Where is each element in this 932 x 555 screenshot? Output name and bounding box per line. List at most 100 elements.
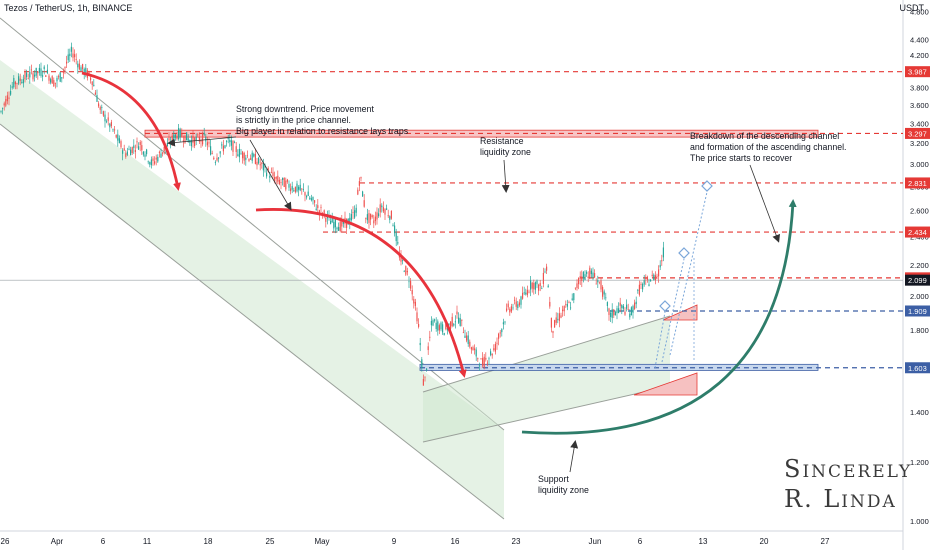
candle-body xyxy=(395,232,397,242)
candle-body xyxy=(486,362,488,364)
y-tick-label: 4.400 xyxy=(910,36,929,45)
candle-body xyxy=(262,162,264,171)
candle-body xyxy=(637,289,639,291)
candle-body xyxy=(538,284,540,291)
candle-body xyxy=(574,287,576,289)
candle-body xyxy=(504,321,506,323)
candle-body xyxy=(232,140,234,152)
candle-body xyxy=(5,99,7,106)
candle-body xyxy=(355,207,357,213)
candle-body xyxy=(453,323,455,326)
candle-body xyxy=(352,212,354,213)
candle-body xyxy=(562,309,564,312)
candle-body xyxy=(658,269,660,277)
candle-body xyxy=(557,318,559,320)
candle-body xyxy=(48,75,50,81)
candle-body xyxy=(558,313,560,321)
candle-body xyxy=(24,72,26,80)
candle-body xyxy=(83,69,85,75)
candle-body xyxy=(600,280,602,290)
candle-body xyxy=(37,71,39,74)
candle-body xyxy=(373,220,375,224)
candle-body xyxy=(634,302,636,309)
y-tick-label: 4.800 xyxy=(910,7,929,16)
candle-body xyxy=(96,95,98,102)
candle-body xyxy=(434,319,436,321)
candle-body xyxy=(102,111,104,116)
candle-body xyxy=(510,306,512,312)
candle-body xyxy=(259,164,261,166)
candle-body xyxy=(299,184,301,191)
candle-body xyxy=(75,59,77,60)
candle-body xyxy=(379,204,381,213)
candle-body xyxy=(475,349,477,357)
candle-body xyxy=(72,53,74,58)
candle-body xyxy=(397,242,399,244)
candle-body xyxy=(334,218,336,228)
resistance-annotation: Resistance liquidity zone xyxy=(480,136,531,157)
candle-body xyxy=(363,200,365,207)
candle-body xyxy=(190,140,192,147)
candle-body xyxy=(302,189,304,190)
candle-body xyxy=(35,67,37,76)
candle-body xyxy=(181,133,183,137)
candle-body xyxy=(597,280,599,283)
candle-body xyxy=(381,205,383,208)
candle-body xyxy=(130,149,132,156)
candle-body xyxy=(294,186,296,193)
candle-body xyxy=(6,95,8,102)
candle-body xyxy=(171,135,173,141)
candle-body xyxy=(402,260,404,262)
pointer-downtrend-left xyxy=(167,136,237,147)
candle-body xyxy=(200,140,202,142)
candle-body xyxy=(134,150,136,152)
candle-body xyxy=(584,274,586,280)
candle-body xyxy=(480,358,482,360)
candle-body xyxy=(536,280,538,285)
target-diamond-1 xyxy=(659,300,671,312)
candle-body xyxy=(99,107,101,110)
candle-body xyxy=(214,161,216,163)
candle-body xyxy=(114,129,116,131)
candle-body xyxy=(586,271,588,274)
y-tick-label: 1.200 xyxy=(910,458,929,467)
candle-body xyxy=(64,67,66,69)
candle-body xyxy=(514,299,516,301)
candle-body xyxy=(339,221,341,232)
level-badge-text: 3.297 xyxy=(908,129,927,138)
candle-body xyxy=(472,347,474,351)
downtrend-annotation: Strong downtrend. Price movement is stri… xyxy=(236,104,409,136)
candle-body xyxy=(570,307,572,309)
y-tick-label: 2.200 xyxy=(910,261,929,270)
x-tick-label: 13 xyxy=(699,537,708,546)
level-badge-text: 2.099 xyxy=(908,276,927,285)
candle-body xyxy=(3,103,5,106)
candle-body xyxy=(230,140,232,146)
candle-body xyxy=(325,218,327,222)
candle-body xyxy=(528,291,530,293)
candle-body xyxy=(622,305,624,309)
candle-body xyxy=(32,73,34,80)
candle-body xyxy=(59,72,61,82)
currency-label: USDT xyxy=(899,3,925,13)
pointer-support xyxy=(569,440,579,473)
candle-body xyxy=(450,321,452,329)
y-tick-label: 3.400 xyxy=(910,119,929,128)
candle-body xyxy=(234,142,236,144)
candle-body xyxy=(26,72,28,78)
candle-body xyxy=(438,325,440,331)
candle-body xyxy=(525,292,527,295)
candle-body xyxy=(592,272,594,278)
candle-body xyxy=(541,288,543,290)
candle-body xyxy=(178,128,180,140)
candle-body xyxy=(309,197,311,200)
candle-body xyxy=(365,217,367,219)
candle-body xyxy=(502,322,504,325)
x-tick-label: 20 xyxy=(760,537,769,546)
candle-body xyxy=(174,134,176,138)
candle-body xyxy=(323,210,325,214)
candle-body xyxy=(371,215,373,218)
candle-body xyxy=(202,133,204,145)
x-tick-label: 6 xyxy=(101,537,106,546)
